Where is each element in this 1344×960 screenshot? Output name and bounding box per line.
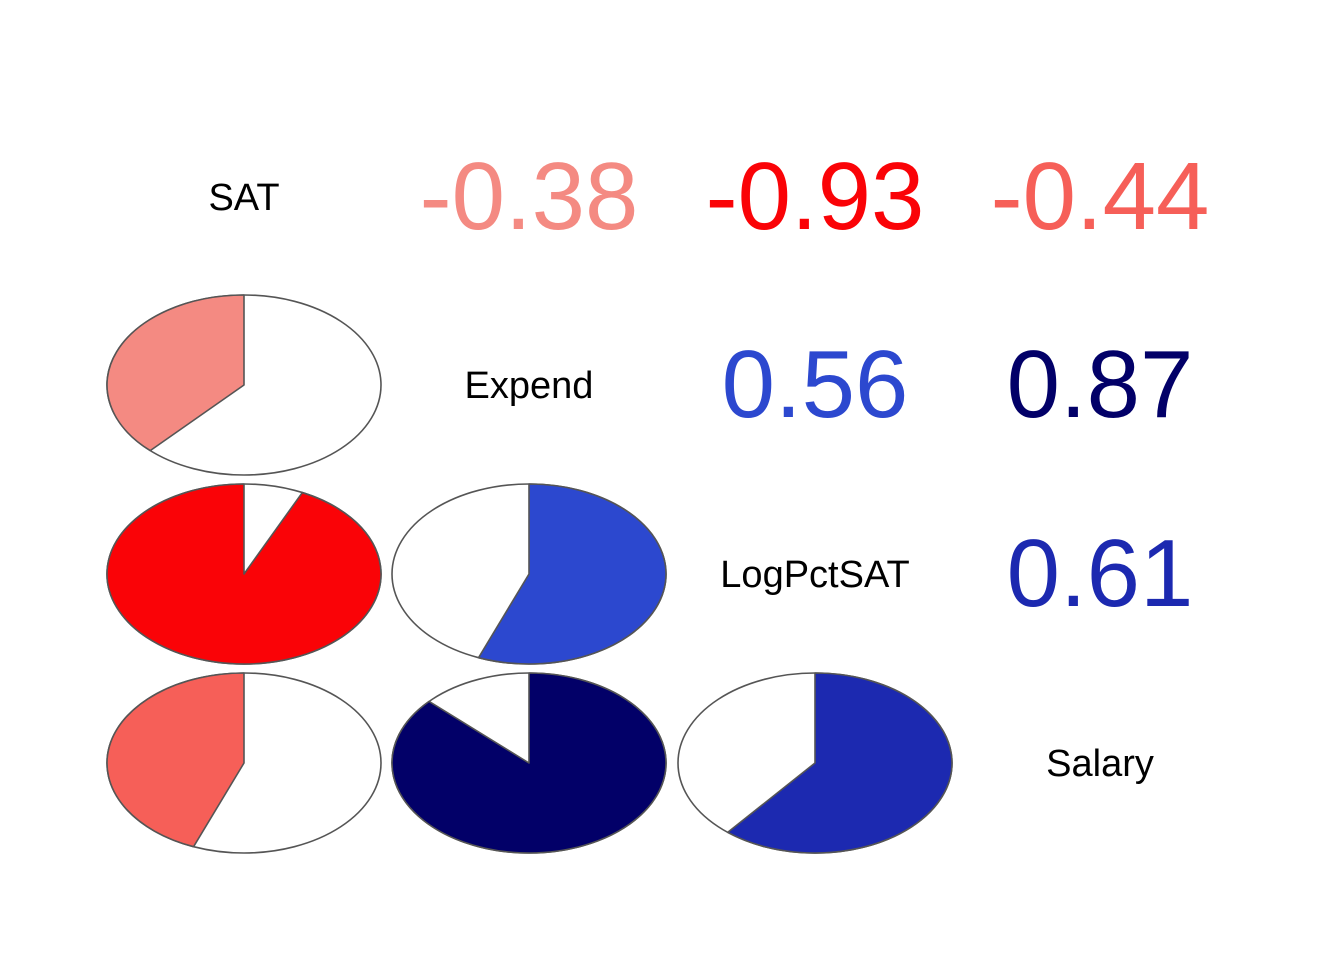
pie-slice [726,672,953,854]
pie-slice [391,672,667,854]
correlation-pie-salary-logpctsat [677,672,953,854]
pie-slice [106,483,382,665]
correlation-pie-salary-expend [391,672,667,854]
variable-label-salary: Salary [1046,743,1154,785]
variable-label-sat: SAT [208,177,279,219]
pie-slice [106,294,245,452]
correlation-pie-logpctsat-expend [391,483,667,665]
correlation-value-expend-salary: 0.87 [1007,331,1194,438]
upper-panel-numbers: -0.38 -0.93 -0.44 0.56 0.87 0.61 [420,143,1210,627]
correlation-pie-expend-sat [106,294,382,476]
variable-label-expend: Expend [465,365,594,407]
correlation-value-sat-salary: -0.44 [991,143,1210,250]
variable-label-logpctsat: LogPctSAT [720,554,909,596]
pie-slice [477,483,667,665]
correlation-value-expend-logpctsat: 0.56 [722,331,909,438]
correlation-pie-logpctsat-sat [106,483,382,665]
correlation-value-logpctsat-salary: 0.61 [1007,520,1194,627]
diagonal-labels: SAT Expend LogPctSAT Salary [208,177,1153,785]
lower-panel-pies [106,294,953,854]
pie-slice [106,672,245,848]
correlation-value-sat-expend: -0.38 [420,143,639,250]
correlation-pie-salary-sat [106,672,382,854]
correlation-value-sat-logpctsat: -0.93 [706,143,925,250]
